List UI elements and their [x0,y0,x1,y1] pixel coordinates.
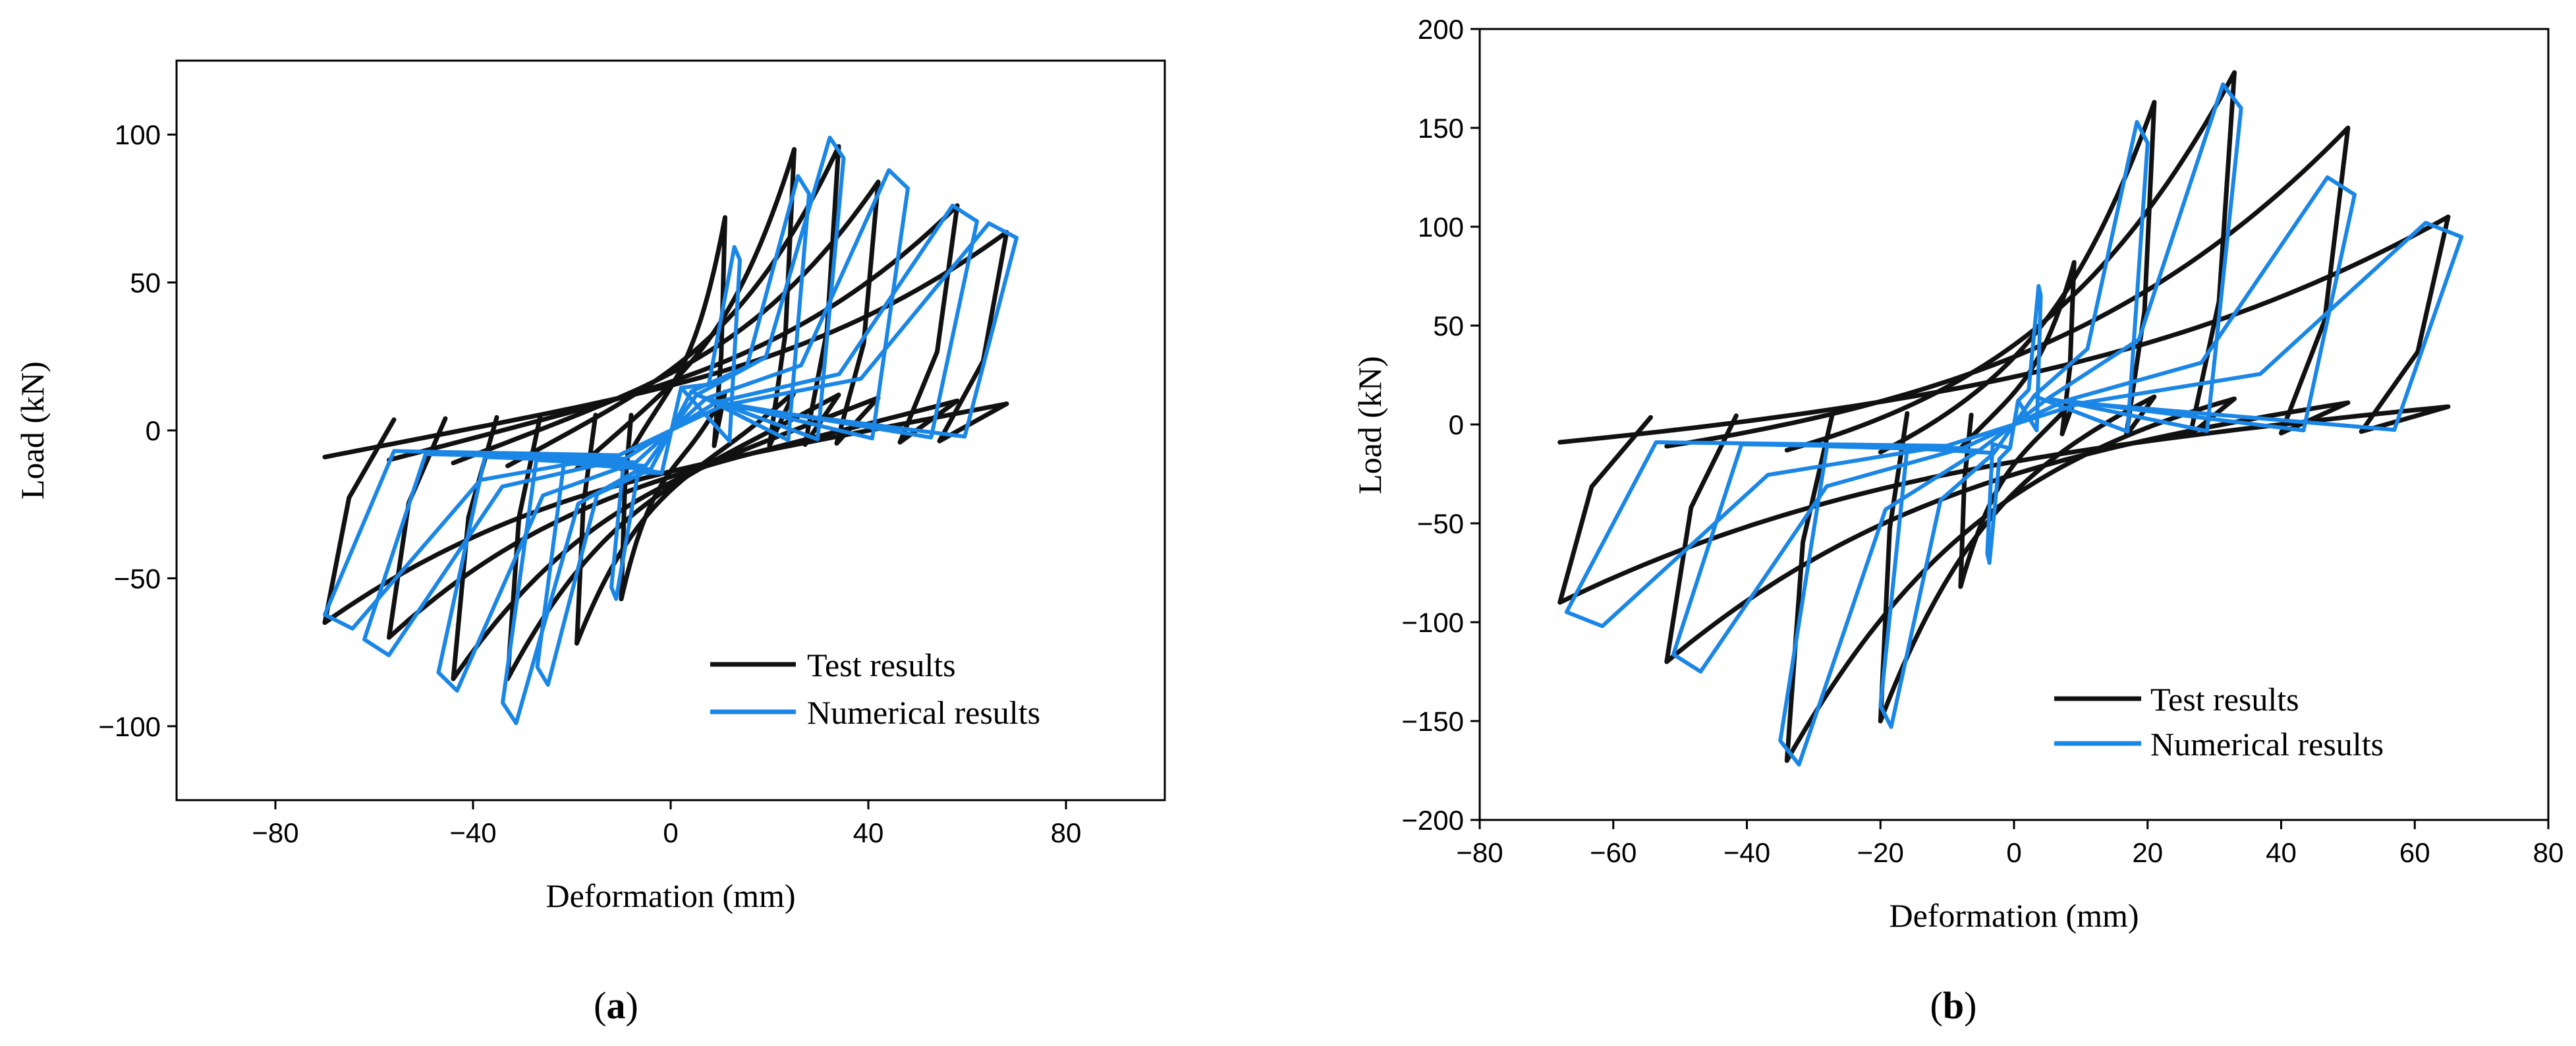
numerical-loop-4 [1671,175,2357,674]
y-tick-label: −100 [98,711,161,742]
y-tick-label: 50 [130,268,161,299]
x-tick-label: 0 [663,817,678,848]
legend-b: Test results Numerical results [2054,681,2384,763]
tick-group-b: −80 −60 −40 −20 0 20 40 60 80−200−150−100−500501… [1401,14,2563,868]
x-tick-label: −80 [252,817,298,848]
chart-panel-a: −80 −40 0 40 80 −100 −50 0 50 100 Deformation (mm… [14,59,1166,1027]
panel-label-b: (b) [1930,984,1977,1027]
x-tick-label: −40 [1723,837,1770,868]
numerical-loop-2 [535,174,811,687]
y-tick-label: 100 [115,119,161,150]
y-tick-label: −150 [1401,706,1464,737]
test-loop-6 [322,229,1009,625]
x-tick-label: 80 [2533,837,2564,868]
test-loop-5 [387,203,960,640]
test-loop-4 [1664,125,2351,664]
legend-label-test-a: Test results [807,647,956,683]
x-tick-label: 0 [2006,837,2021,868]
legend-a: Test results Numerical results [710,647,1040,731]
x-tick-label: 20 [2132,837,2163,868]
panel-label-a: (a) [594,984,638,1027]
tick-group-a: −80 −40 0 40 80 −100 −50 0 50 100 [98,119,1081,848]
numerical-loop-5 [362,203,979,658]
numerical-loop-3 [501,135,846,726]
numerical-loop-5 [1564,221,2464,628]
y-axis-title-b: Load (kN) [1351,356,1388,494]
y-tick-label: −200 [1401,805,1464,836]
x-tick-label: −60 [1590,837,1637,868]
x-axis-title-a: Deformation (mm) [546,877,795,914]
numerical-loop-3 [1778,82,2243,767]
chart-panel-b: −80 −60 −40 −20 0 20 40 60 80−200−150−100−500501… [1351,14,2563,1027]
x-tick-label: 80 [1051,817,1082,848]
y-tick-label: −50 [114,563,161,594]
numerical-loop-1 [609,245,742,601]
test-loop-5 [1557,214,2451,605]
y-tick-label: 150 [1418,113,1464,144]
x-axis-title-b: Deformation (mm) [1889,897,2139,934]
numerical-loop-4 [436,168,910,693]
curves-b [1557,70,2464,767]
y-tick-label: 50 [1433,310,1464,341]
y-tick-label: −50 [1417,508,1464,539]
y-tick-label: −100 [1401,607,1464,638]
y-tick-label: 0 [146,415,161,446]
legend-label-numerical-b: Numerical results [2150,726,2384,763]
legend-label-numerical-a: Numerical results [807,694,1040,731]
numerical-loop-1 [1985,284,2043,565]
x-tick-label: 40 [853,817,884,848]
x-tick-label: −40 [449,817,496,848]
x-tick-label: 60 [2399,837,2430,868]
test-loop-3 [1784,70,2237,763]
test-loop-2 [574,147,797,646]
x-tick-label: −20 [1857,837,1904,868]
curves-a [322,135,1019,726]
legend-label-test-b: Test results [2150,681,2299,718]
numerical-loop-6 [323,221,1019,631]
y-tick-label: 0 [1449,409,1464,440]
x-tick-label: 40 [2266,837,2297,868]
numerical-loop-2 [1878,120,2150,729]
y-axis-title-a: Load (kN) [14,361,51,500]
x-tick-label: −80 [1456,837,1503,868]
y-tick-label: 200 [1418,14,1464,45]
y-tick-label: 100 [1418,212,1464,243]
